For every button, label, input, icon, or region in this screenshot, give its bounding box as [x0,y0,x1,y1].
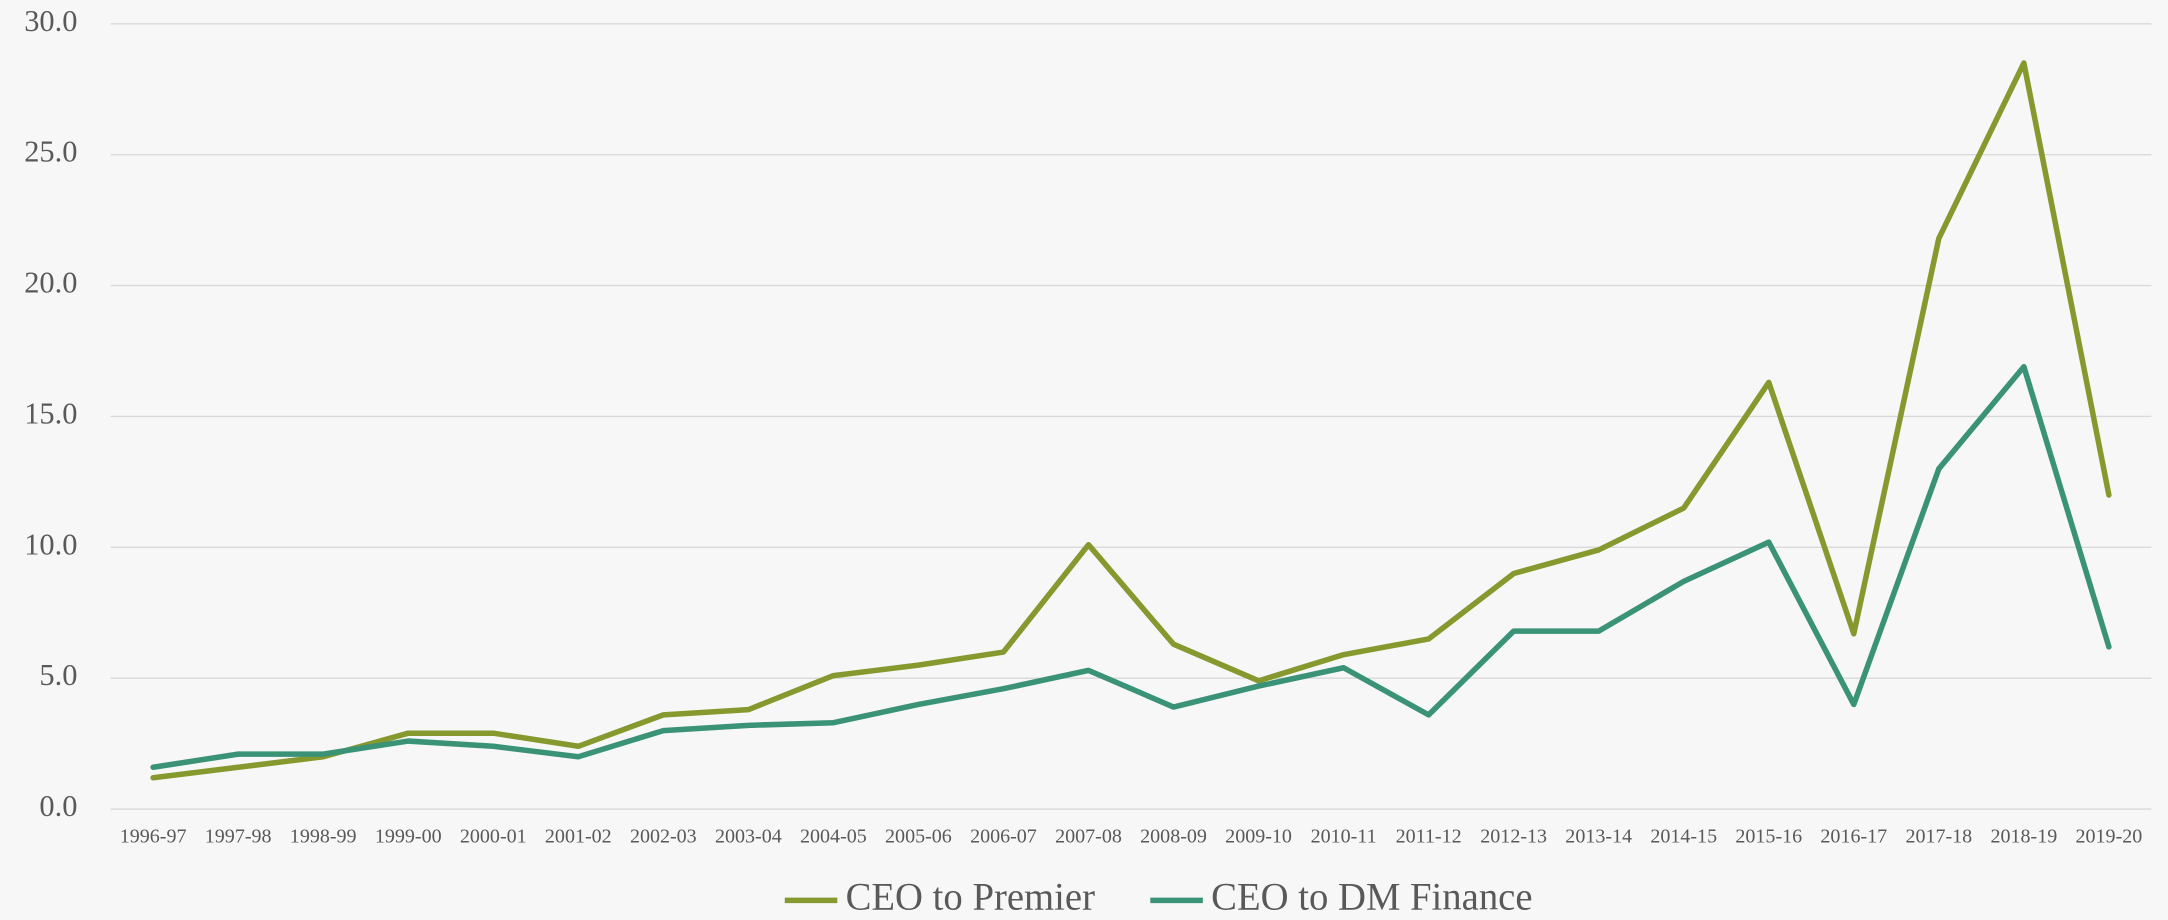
x-tick-label: 2013-14 [1565,826,1632,848]
series-line [150,363,2112,771]
y-tick-label: 5.0 [39,658,77,692]
x-tick-label: 2004-05 [800,826,867,848]
y-tick-label: 25.0 [24,135,77,169]
x-tick-label: 2000-01 [460,826,527,848]
x-tick-label: 2008-09 [1140,826,1207,848]
x-tick-label: 2001-02 [545,826,612,848]
legend-label: CEO to DM Finance [1211,876,1532,918]
y-tick-label: 15.0 [24,396,77,430]
x-tick-label: 2016-17 [1820,826,1887,848]
x-tick-label: 2007-08 [1055,826,1122,848]
x-tick-label: 2003-04 [715,826,782,848]
x-tick-label: 1999-00 [375,826,442,848]
x-tick-label: 2014-15 [1650,826,1717,848]
x-tick-label: 2010-11 [1311,826,1377,848]
series-line [150,60,2112,781]
y-tick-label: 10.0 [24,527,77,561]
x-tick-label: 2015-16 [1735,826,1802,848]
x-tick-label: 2017-18 [1905,826,1972,848]
x-tick-label: 1998-99 [290,826,357,848]
x-tick-label: 2012-13 [1480,826,1547,848]
x-tick-label: 2018-19 [1990,826,2057,848]
y-tick-label: 30.0 [24,4,77,38]
x-tick-label: 1997-98 [205,826,272,848]
x-tick-label: 2019-20 [2076,826,2143,848]
legend-label: CEO to Premier [846,876,1095,918]
y-tick-label: 20.0 [24,266,77,300]
x-tick-label: 2005-06 [885,826,952,848]
y-tick-label: 0.0 [39,789,77,823]
x-tick-label: 2006-07 [970,826,1037,848]
x-tick-label: 2009-10 [1225,826,1292,848]
x-tick-label: 2011-12 [1396,826,1462,848]
x-tick-label: 1996-97 [120,826,187,848]
x-tick-label: 2002-03 [630,826,697,848]
